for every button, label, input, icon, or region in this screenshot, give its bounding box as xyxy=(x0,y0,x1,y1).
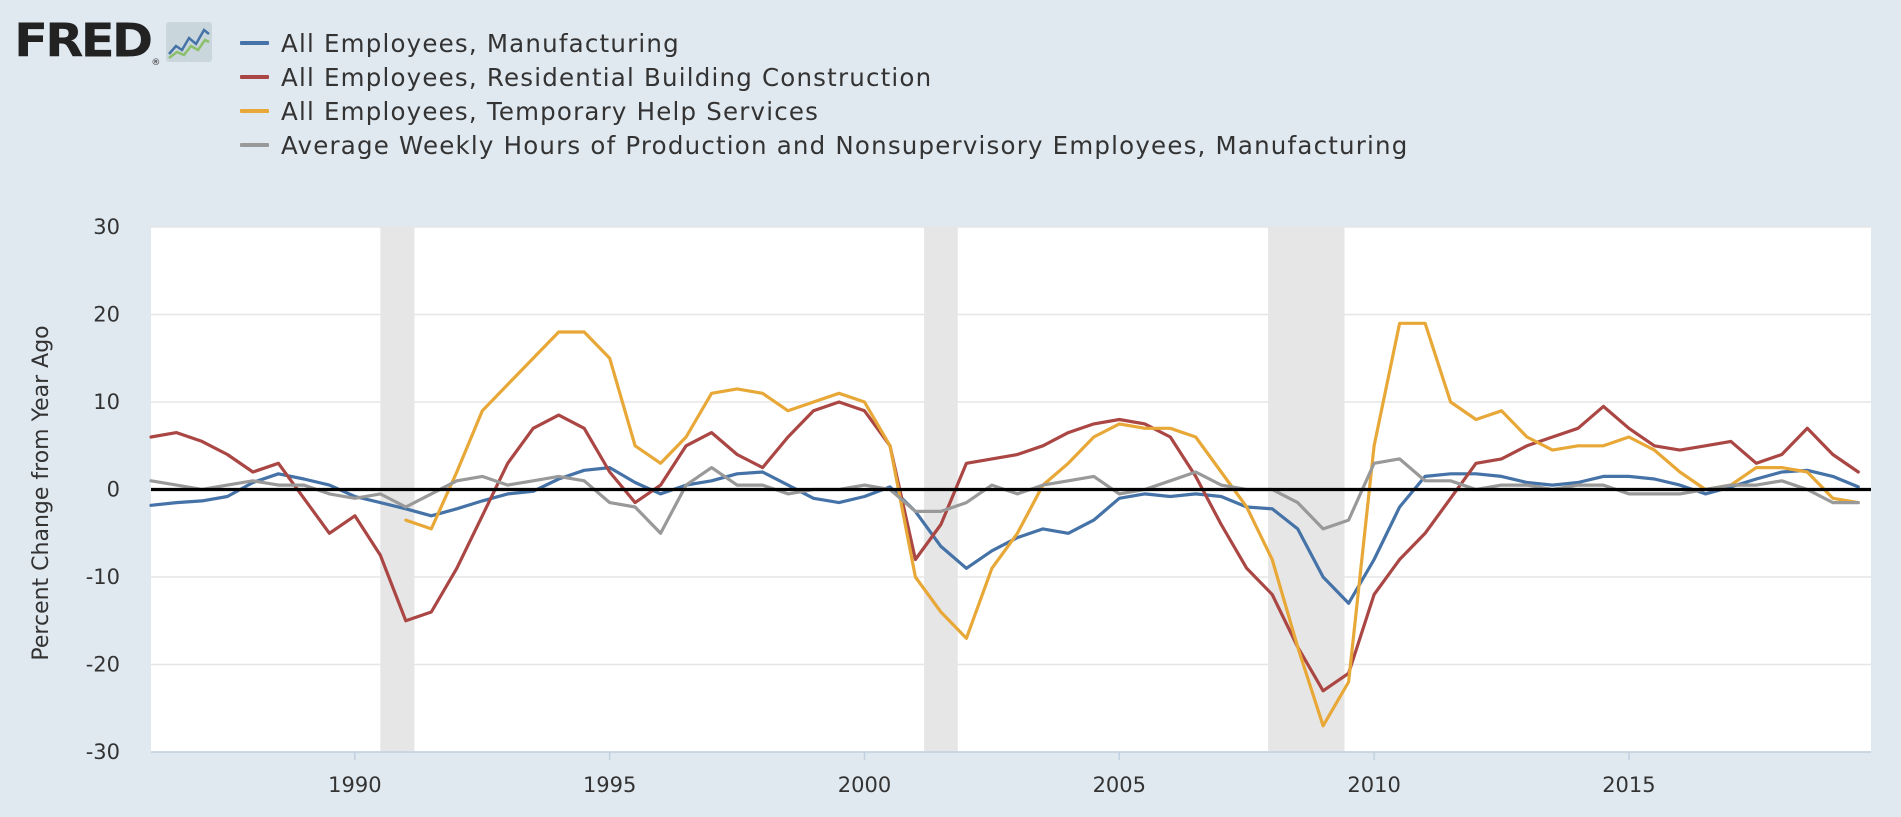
y-tick-label: 20 xyxy=(93,303,120,327)
y-tick-label: 10 xyxy=(93,390,120,414)
legend-item[interactable]: All Employees, Manufacturing xyxy=(240,26,1409,60)
registered-mark: ® xyxy=(151,58,161,68)
y-axis-label: Percent Change from Year Ago xyxy=(29,325,54,660)
fred-graph-icon xyxy=(166,22,213,62)
legend-swatch xyxy=(240,143,269,147)
chart-legend: All Employees, Manufacturing All Employee… xyxy=(240,26,1409,162)
series-line-2 xyxy=(149,400,1860,693)
y-tick-label: 30 xyxy=(93,215,120,239)
series-line-3 xyxy=(404,321,1860,728)
x-tick-label: 2005 xyxy=(1093,773,1146,797)
x-tick-label: 2000 xyxy=(838,773,891,797)
fred-logo-text: FRED xyxy=(14,14,153,68)
series-line-1 xyxy=(149,466,1860,605)
legend-item[interactable]: All Employees, Residential Building Cons… xyxy=(240,60,1409,94)
legend-label: All Employees, Residential Building Cons… xyxy=(281,62,933,92)
legend-swatch xyxy=(240,41,269,45)
x-tick-label: 1990 xyxy=(328,773,381,797)
y-tick-label: -10 xyxy=(86,565,120,589)
x-tick-label: 1995 xyxy=(583,773,636,797)
legend-label: All Employees, Manufacturing xyxy=(281,28,680,58)
y-tick-label: -20 xyxy=(86,653,120,677)
legend-label: All Employees, Temporary Help Services xyxy=(281,96,820,126)
fred-logo[interactable]: FRED ® xyxy=(14,14,213,68)
legend-swatch xyxy=(240,75,269,79)
y-tick-label: 0 xyxy=(107,478,120,502)
y-tick-label: -30 xyxy=(86,740,120,764)
legend-label: Average Weekly Hours of Production and N… xyxy=(281,130,1409,160)
x-tick-label: 2010 xyxy=(1347,773,1400,797)
legend-swatch xyxy=(240,109,269,113)
legend-item[interactable]: All Employees, Temporary Help Services xyxy=(240,94,1409,128)
x-tick-label: 2015 xyxy=(1602,773,1655,797)
legend-item[interactable]: Average Weekly Hours of Production and N… xyxy=(240,128,1409,162)
